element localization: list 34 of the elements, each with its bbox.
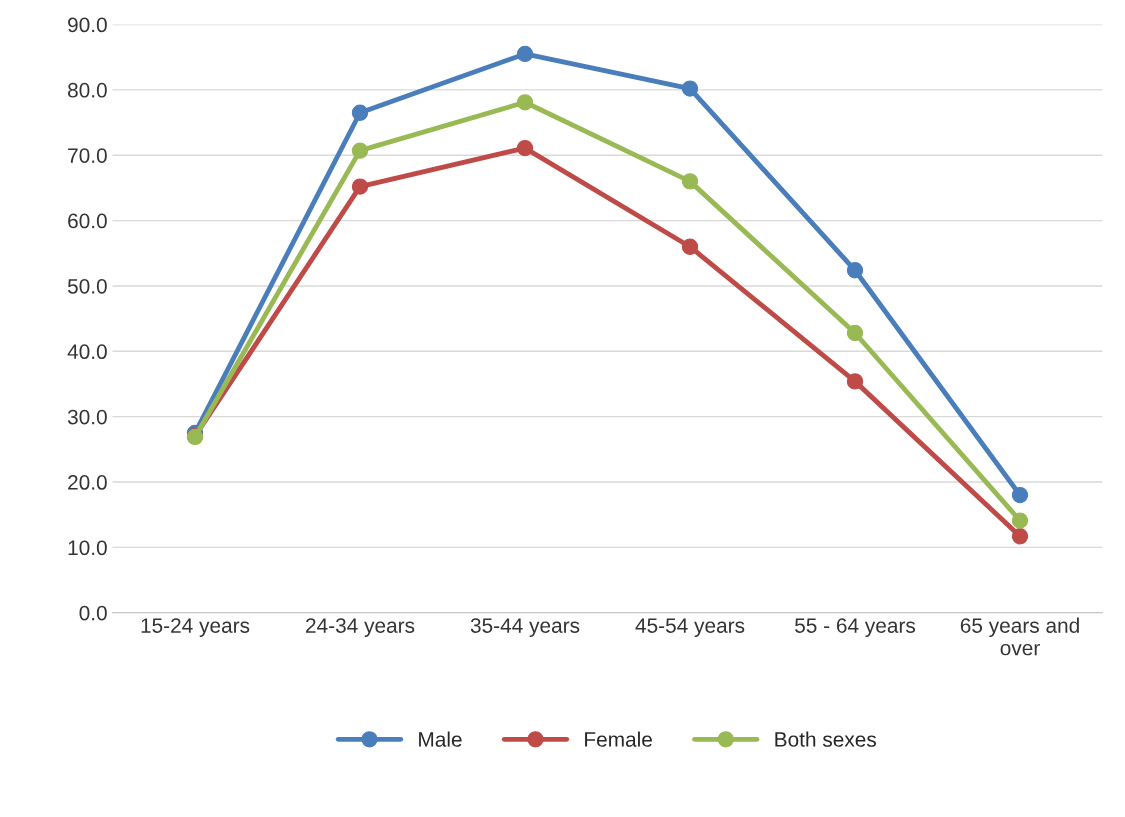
point (681, 238, 699, 255)
point (681, 173, 699, 190)
x-tick-label: 65 years and over (960, 617, 1079, 656)
point (1011, 512, 1029, 529)
y-tick-label: 30.0 (67, 409, 107, 425)
point (351, 104, 369, 121)
y-tick-label: 0.0 (79, 605, 107, 621)
x-tick-label: 45-54 years (635, 618, 745, 638)
x-tick-label: 24-34 years (306, 618, 415, 638)
y-tick-label: 40.0 (67, 344, 107, 360)
x-tick-label: 15-24 years (141, 618, 250, 638)
y-tick-label: 50.0 (67, 278, 107, 294)
y-tick-label: 60.0 (68, 213, 107, 229)
point (351, 178, 369, 195)
point (1011, 528, 1029, 545)
legend-label: Both sexes (775, 731, 877, 747)
point (846, 324, 864, 342)
point (516, 45, 534, 63)
y-tick-label: 20.0 (68, 475, 107, 490)
point (681, 80, 699, 97)
y-tick-label: 10.0 (68, 540, 107, 556)
y-tick-label: 90.0 (68, 17, 107, 33)
point (846, 262, 864, 279)
point (516, 139, 534, 157)
point (1011, 486, 1029, 504)
x-tick-label: 35-44 years (470, 618, 580, 638)
y-tick-label: 80.0 (68, 82, 107, 98)
point (351, 142, 369, 159)
x-tick-label: 55 - 64 years (795, 618, 916, 638)
legend-label: Female (585, 731, 652, 747)
point (516, 94, 534, 111)
legend-label: Male (419, 731, 462, 747)
y-tick-label: 70.0 (68, 148, 107, 163)
point (846, 373, 864, 390)
